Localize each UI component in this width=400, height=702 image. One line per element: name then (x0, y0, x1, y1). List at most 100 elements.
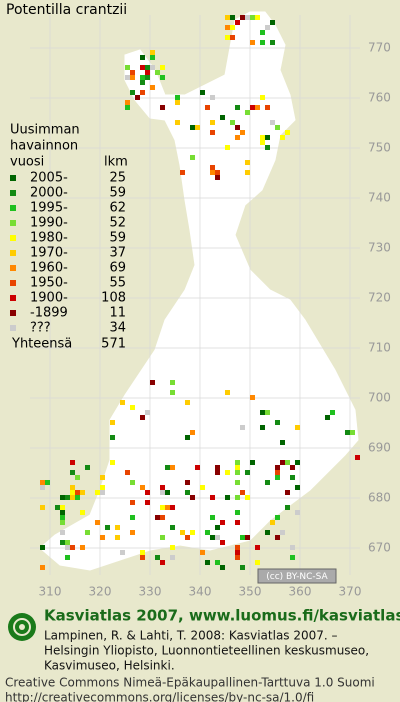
x-coordinate-label: 320 (89, 585, 112, 599)
occurrence-square (125, 105, 130, 110)
occurrence-square (235, 545, 240, 550)
occurrence-square (235, 510, 240, 515)
occurrence-square (235, 555, 240, 560)
occurrence-square (215, 175, 220, 180)
occurrence-square (275, 535, 280, 540)
occurrence-square (255, 15, 260, 20)
occurrence-square (225, 35, 230, 40)
occurrence-square (40, 485, 45, 490)
occurrence-square (170, 465, 175, 470)
occurrence-square (235, 135, 240, 140)
occurrence-square (210, 515, 215, 520)
occurrence-square (270, 20, 275, 25)
occurrence-square (295, 485, 300, 490)
occurrence-square (285, 490, 290, 495)
occurrence-square (235, 495, 240, 500)
occurrence-square (190, 155, 195, 160)
occurrence-square (250, 395, 255, 400)
occurrence-square (265, 480, 270, 485)
occurrence-square (115, 525, 120, 530)
legend-count: 62 (109, 201, 126, 216)
occurrence-square (160, 75, 165, 80)
occurrence-square (225, 25, 230, 30)
occurrence-square (225, 390, 230, 395)
occurrence-square (130, 70, 135, 75)
occurrence-square (145, 75, 150, 80)
occurrence-square (290, 545, 295, 550)
legend-swatch (10, 280, 16, 286)
occurrence-square (190, 430, 195, 435)
occurrence-square (70, 485, 75, 490)
occurrence-square (85, 530, 90, 535)
occurrence-square (150, 55, 155, 60)
legend-swatch (10, 295, 16, 301)
occurrence-square (210, 120, 215, 125)
legend-label: 1980- (30, 231, 68, 246)
occurrence-square (325, 415, 330, 420)
occurrence-square (160, 485, 165, 490)
footer-heading: Kasviatlas 2007, www.luomus.fi/kasviatla… (44, 607, 400, 625)
logo (8, 613, 36, 641)
occurrence-square (275, 420, 280, 425)
occurrence-square (270, 520, 275, 525)
occurrence-square (145, 65, 150, 70)
occurrence-square (245, 170, 250, 175)
occurrence-square (245, 15, 250, 20)
occurrence-square (130, 90, 135, 95)
legend-swatch (10, 175, 16, 181)
occurrence-square (135, 95, 140, 100)
occurrence-square (80, 510, 85, 515)
occurrence-square (275, 125, 280, 130)
occurrence-square (60, 510, 65, 515)
license-line: http://creativecommons.org/licenses/by-n… (5, 691, 314, 702)
occurrence-square (130, 500, 135, 505)
occurrence-square (240, 130, 245, 135)
legend-swatch (10, 235, 16, 241)
occurrence-square (220, 540, 225, 545)
occurrence-square (145, 500, 150, 505)
occurrence-square (260, 40, 265, 45)
occurrence-square (185, 480, 190, 485)
occurrence-square (240, 535, 245, 540)
occurrence-square (55, 505, 60, 510)
y-coordinate-label: 720 (368, 291, 391, 305)
occurrence-square (160, 560, 165, 565)
occurrence-square (110, 420, 115, 425)
occurrence-square (280, 440, 285, 445)
occurrence-square (285, 460, 290, 465)
occurrence-square (235, 550, 240, 555)
x-coordinate-label: 330 (139, 585, 162, 599)
occurrence-square (240, 565, 245, 570)
occurrence-square (175, 120, 180, 125)
occurrence-square (295, 460, 300, 465)
occurrence-square (280, 135, 285, 140)
occurrence-square (210, 535, 215, 540)
occurrence-square (125, 65, 130, 70)
occurrence-square (40, 545, 45, 550)
occurrence-square (140, 550, 145, 555)
occurrence-square (160, 515, 165, 520)
occurrence-square (205, 105, 210, 110)
occurrence-square (155, 555, 160, 560)
legend-swatch (10, 220, 16, 226)
occurrence-square (185, 490, 190, 495)
x-coordinate-label: 370 (339, 585, 362, 599)
occurrence-square (140, 65, 145, 70)
citation-line: Helsingin Yliopisto, Luonnontieteellinen… (44, 644, 369, 658)
occurrence-square (80, 490, 85, 495)
legend-label: 1995- (30, 201, 68, 216)
occurrence-square (215, 560, 220, 565)
occurrence-square (210, 165, 215, 170)
occurrence-square (160, 535, 165, 540)
occurrence-square (70, 470, 75, 475)
legend-heading: vuosi (10, 155, 44, 170)
occurrence-square (60, 540, 65, 545)
occurrence-square (245, 495, 250, 500)
legend-count: 25 (109, 171, 126, 186)
occurrence-square (155, 70, 160, 75)
occurrence-square (215, 535, 220, 540)
occurrence-square (255, 545, 260, 550)
occurrence-square (110, 435, 115, 440)
occurrence-square (290, 475, 295, 480)
